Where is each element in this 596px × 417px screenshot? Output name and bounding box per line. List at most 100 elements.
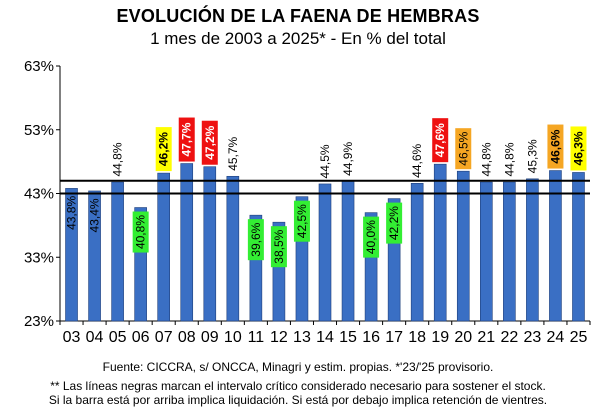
data-label-16: 40,0% [363, 216, 380, 258]
data-label-19: 47,6% [432, 118, 449, 163]
data-label-05: 44,8% [111, 142, 125, 176]
data-label-background [570, 126, 587, 171]
source-note: Fuente: CICCRA, s/ ONCCA, Minagri y esti… [102, 360, 494, 374]
data-label-17: 42,2% [386, 202, 403, 244]
data-label-text: 40,0% [364, 220, 378, 254]
bar-24 [549, 170, 562, 322]
data-label-background [547, 124, 564, 169]
data-label-24: 46,6% [547, 124, 564, 169]
data-label-background [293, 200, 310, 242]
data-label-text: 44,8% [502, 142, 516, 176]
data-label-background [363, 216, 380, 258]
x-tick-label: 15 [339, 329, 357, 346]
data-label-text: 44,8% [111, 142, 125, 176]
data-label-text: 43,4% [88, 198, 102, 232]
data-label-10: 45,7% [226, 136, 240, 170]
data-label-text: 39,6% [249, 222, 263, 256]
x-tick-label: 11 [248, 329, 265, 346]
x-tick-label: 17 [385, 329, 403, 346]
x-tick-label: 05 [109, 329, 127, 346]
data-label-text: 47,2% [203, 125, 217, 159]
bar-08 [180, 163, 194, 322]
data-label-text: 46,6% [548, 129, 562, 163]
data-label-background [270, 226, 287, 268]
chart-subtitle: 1 mes de 2003 a 2025* - En % del total [150, 29, 446, 48]
data-label-text: 42,2% [387, 206, 401, 240]
data-label-14: 44,5% [318, 144, 332, 178]
data-label-03: 43,8% [65, 196, 79, 230]
bar-15 [341, 181, 355, 322]
data-label-23: 45,3% [525, 139, 539, 173]
data-label-07: 46,2% [155, 127, 172, 172]
data-label-text: 46,5% [456, 131, 470, 165]
data-label-08: 47,7% [178, 117, 195, 162]
data-label-text: 44,5% [318, 144, 332, 178]
data-label-04: 43,4% [88, 198, 102, 232]
data-label-background [132, 211, 149, 253]
x-tick-label: 25 [570, 329, 588, 346]
data-label-11: 39,6% [247, 219, 264, 261]
data-label-12: 38,5% [270, 226, 287, 268]
footnote-line-1: ** Las líneas negras marcan el intervalo… [50, 379, 546, 393]
axes: 23% 33% 43% 53% 63% 03 04 05 06 07 08 09 10 11 12 13 14 1… [24, 58, 591, 346]
data-label-background [455, 128, 472, 170]
x-tick-label: 18 [408, 329, 426, 346]
data-label-09: 47,2% [201, 120, 218, 165]
y-tick-label: 43% [24, 186, 54, 203]
x-tick-label: 24 [547, 329, 565, 346]
data-label-text: 44,8% [479, 142, 493, 176]
x-tick-label: 03 [63, 329, 81, 346]
x-tick-label: 13 [293, 329, 311, 346]
bar-05 [111, 181, 124, 322]
data-label-background [386, 202, 403, 244]
data-label-25: 46,3% [570, 126, 587, 171]
bar-20 [456, 170, 470, 322]
bar-19 [433, 163, 447, 322]
data-label-text: 44,6% [410, 143, 424, 177]
x-tick-label: 21 [477, 329, 495, 346]
y-tick-label: 33% [24, 249, 54, 266]
data-label-text: 46,3% [571, 131, 585, 165]
y-tick-label: 53% [24, 122, 54, 139]
bar-22 [503, 181, 516, 322]
data-label-background [432, 118, 449, 163]
bar-23 [526, 178, 539, 322]
x-tick-label: 22 [500, 329, 518, 346]
x-tick-label: 19 [431, 329, 449, 346]
data-label-13: 42,5% [293, 200, 310, 242]
x-tick-label: 04 [86, 329, 104, 346]
data-label-06: 40,8% [132, 211, 149, 253]
y-tick-label: 23% [24, 313, 54, 330]
footnote-line-2: Si la barra está por arriba implica liqu… [48, 393, 548, 407]
data-label-21: 44,8% [479, 142, 493, 176]
data-label-background [155, 127, 172, 172]
data-label-background [178, 117, 195, 162]
data-label-text: 46,2% [157, 132, 171, 166]
x-tick-label: 07 [155, 329, 173, 346]
x-tick-label: 09 [201, 329, 219, 346]
bar-18 [410, 183, 424, 322]
x-tick-label: 16 [362, 329, 380, 346]
chart-title: EVOLUCIÓN DE LA FAENA DE HEMBRAS [116, 6, 480, 26]
data-label-text: 42,5% [295, 204, 309, 238]
data-labels: 43,8% 43,4% 44,8% 40,8% 46,2% 47,7% 47,2% 45,7%… [65, 117, 587, 268]
data-label-text: 44,9% [341, 142, 355, 176]
x-tick-label: 14 [316, 329, 334, 346]
data-label-text: 47,7% [180, 122, 194, 156]
data-label-15: 44,9% [341, 142, 355, 176]
data-label-22: 44,8% [502, 142, 516, 176]
data-label-18: 44,6% [410, 143, 424, 177]
bar-25 [572, 172, 585, 322]
data-label-background [247, 219, 264, 261]
bar-09 [203, 166, 217, 322]
x-tick-label: 06 [132, 329, 150, 346]
data-label-text: 38,5% [272, 229, 286, 263]
data-label-text: 40,8% [134, 215, 148, 249]
x-tick-label: 23 [523, 329, 541, 346]
bar-21 [480, 181, 493, 322]
x-tick-label: 08 [178, 329, 196, 346]
data-label-text: 45,3% [525, 139, 539, 173]
x-tick-label: 10 [224, 329, 242, 346]
data-label-background [201, 120, 218, 165]
